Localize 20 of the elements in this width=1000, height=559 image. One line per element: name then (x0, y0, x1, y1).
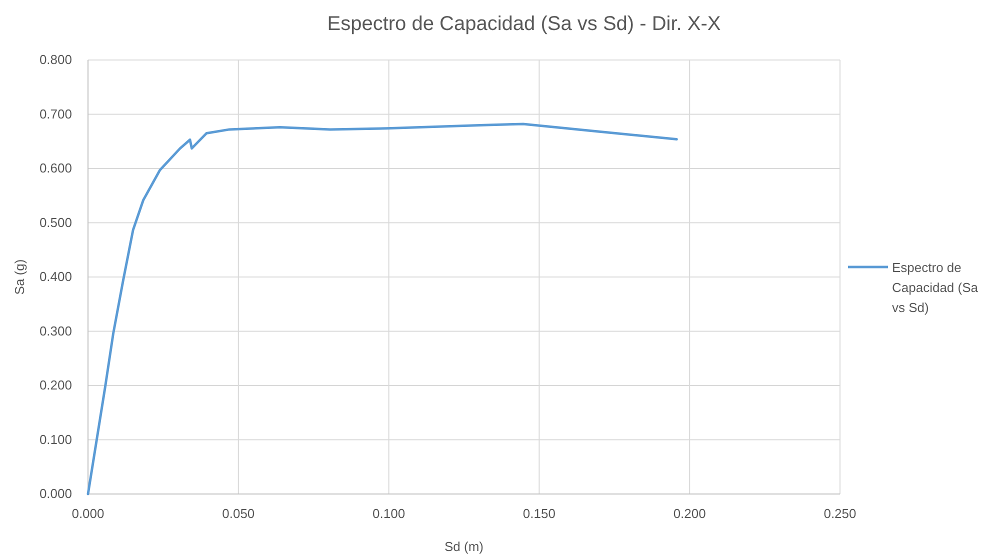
y-tick-label: 0.700 (39, 106, 72, 122)
y-tick-label: 0.300 (39, 323, 72, 338)
chart-title: Espectro de Capacidad (Sa vs Sd) - Dir. X-X (327, 13, 721, 35)
y-tick-label: 0.400 (39, 269, 72, 284)
x-axis-title: Sd (m) (444, 539, 484, 554)
y-tick-label: 0.200 (39, 378, 72, 392)
x-tick-label: 0.250 (824, 506, 856, 521)
y-tick-label: 0.500 (39, 214, 72, 230)
y-axis-title: Sa (g) (12, 259, 27, 295)
legend-label: Espectro de Capacidad (Sa vs Sd) (892, 260, 979, 315)
x-tick-label: 0.150 (522, 506, 556, 521)
x-tick-label: 0.200 (673, 506, 706, 521)
x-tick-label: 0.050 (222, 506, 255, 521)
y-tick-label: 0.800 (39, 52, 72, 67)
y-tick-label: 0.000 (39, 486, 72, 501)
y-tick-label: 0.100 (39, 432, 72, 447)
x-tick-label: 0.000 (72, 506, 104, 521)
y-tick-label: 0.600 (39, 160, 72, 176)
x-tick-label: 0.100 (372, 506, 406, 521)
line-series (86, 122, 678, 496)
